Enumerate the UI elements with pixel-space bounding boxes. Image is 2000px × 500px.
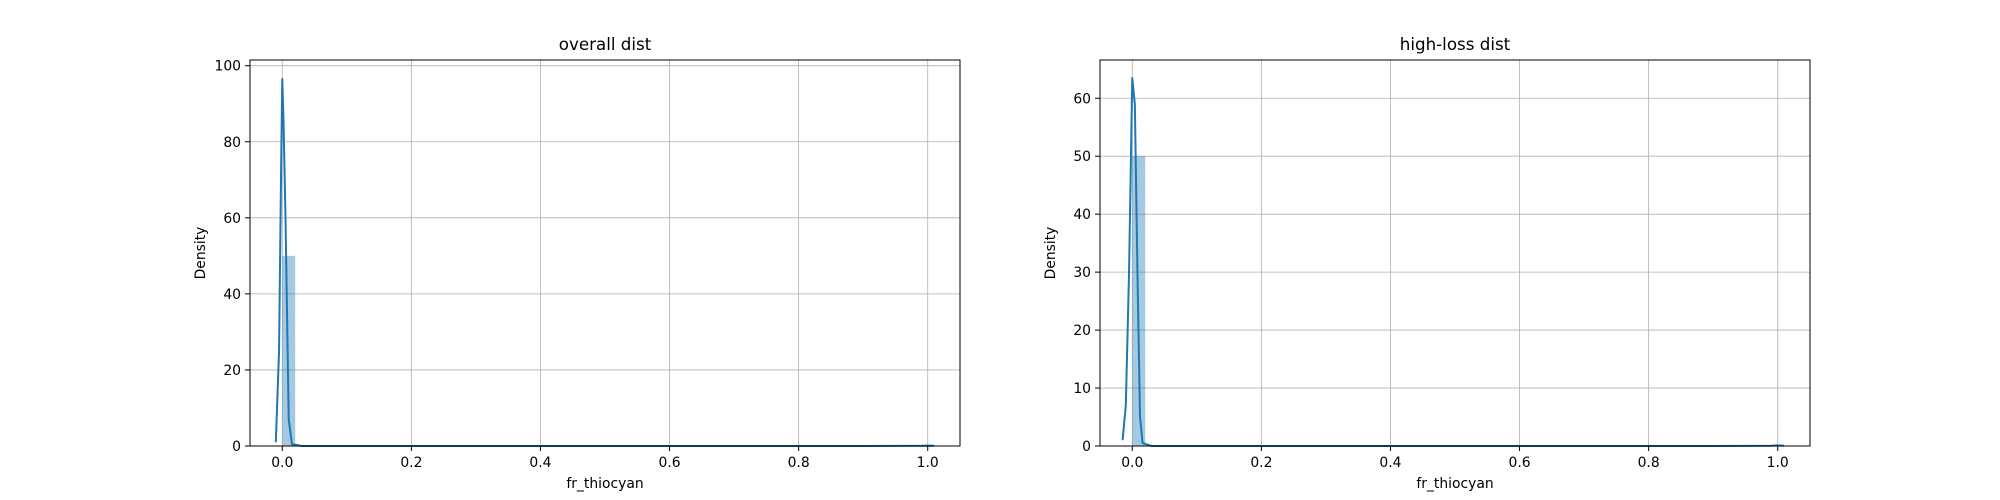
high-loss-dist-y-tick-label: 20 bbox=[1073, 323, 1091, 339]
high-loss-dist-x-axis-label: fr_thiocyan bbox=[1416, 476, 1493, 492]
overall-dist-x-axis-label: fr_thiocyan bbox=[566, 476, 643, 492]
high-loss-dist-title: high-loss dist bbox=[1400, 34, 1511, 54]
overall-dist-subplot: 0.0 0.2 0.4 0.6 0.8 1.0 0 20 40 60 80 100 overall … bbox=[193, 34, 961, 492]
high-loss-dist-x-tick-label: 0.0 bbox=[1121, 455, 1143, 471]
overall-dist-x-tick-label: 0.6 bbox=[658, 455, 680, 471]
overall-dist-x-tick-label: 0.8 bbox=[788, 455, 810, 471]
high-loss-dist-x-tick-label: 0.8 bbox=[1638, 455, 1660, 471]
overall-dist-x-ticks: 0.0 0.2 0.4 0.6 0.8 1.0 bbox=[271, 446, 939, 471]
overall-dist-title: overall dist bbox=[559, 34, 652, 54]
high-loss-dist-y-axis-label: Density bbox=[1043, 227, 1059, 280]
high-loss-dist-frame bbox=[1099, 59, 1811, 447]
overall-dist-y-tick-label: 100 bbox=[214, 59, 241, 75]
high-loss-dist-y-tick-label: 0 bbox=[1082, 439, 1091, 455]
high-loss-dist-y-tick-label: 30 bbox=[1073, 265, 1091, 281]
high-loss-dist-grid bbox=[1100, 60, 1810, 447]
overall-dist-frame bbox=[249, 59, 961, 447]
high-loss-dist-x-tick-label: 0.4 bbox=[1379, 455, 1401, 471]
high-loss-dist-x-tick-label: 0.2 bbox=[1250, 455, 1272, 471]
high-loss-dist-y-ticks: 0 10 20 30 40 50 60 bbox=[1073, 91, 1100, 455]
overall-dist-x-tick-label: 0.2 bbox=[400, 455, 422, 471]
overall-dist-y-tick-label: 60 bbox=[223, 211, 241, 227]
overall-dist-x-tick-label: 0.4 bbox=[529, 455, 551, 471]
high-loss-dist-x-tick-label: 0.6 bbox=[1508, 455, 1530, 471]
overall-dist-y-tick-label: 0 bbox=[232, 439, 241, 455]
high-loss-dist-y-tick-label: 50 bbox=[1073, 149, 1091, 165]
overall-dist-y-tick-label: 20 bbox=[223, 363, 241, 379]
overall-dist-histogram-bar bbox=[282, 255, 296, 446]
high-loss-dist-y-tick-label: 40 bbox=[1073, 207, 1091, 223]
high-loss-dist-y-tick-label: 10 bbox=[1073, 381, 1091, 397]
high-loss-dist-x-tick-label: 1.0 bbox=[1767, 455, 1789, 471]
overall-dist-y-axis-label: Density bbox=[193, 227, 209, 280]
high-loss-dist-x-ticks: 0.0 0.2 0.4 0.6 0.8 1.0 bbox=[1121, 446, 1789, 471]
overall-dist-x-tick-label: 0.0 bbox=[271, 455, 293, 471]
overall-dist-y-ticks: 0 20 40 60 80 100 bbox=[214, 59, 250, 455]
overall-dist-y-tick-label: 40 bbox=[223, 287, 241, 303]
high-loss-dist-subplot: 0.0 0.2 0.4 0.6 0.8 1.0 0 10 20 30 40 50 60 high-lo… bbox=[1043, 34, 1811, 492]
high-loss-dist-y-tick-label: 60 bbox=[1073, 91, 1091, 107]
overall-dist-y-tick-label: 80 bbox=[223, 135, 241, 151]
overall-dist-x-tick-label: 1.0 bbox=[917, 455, 939, 471]
